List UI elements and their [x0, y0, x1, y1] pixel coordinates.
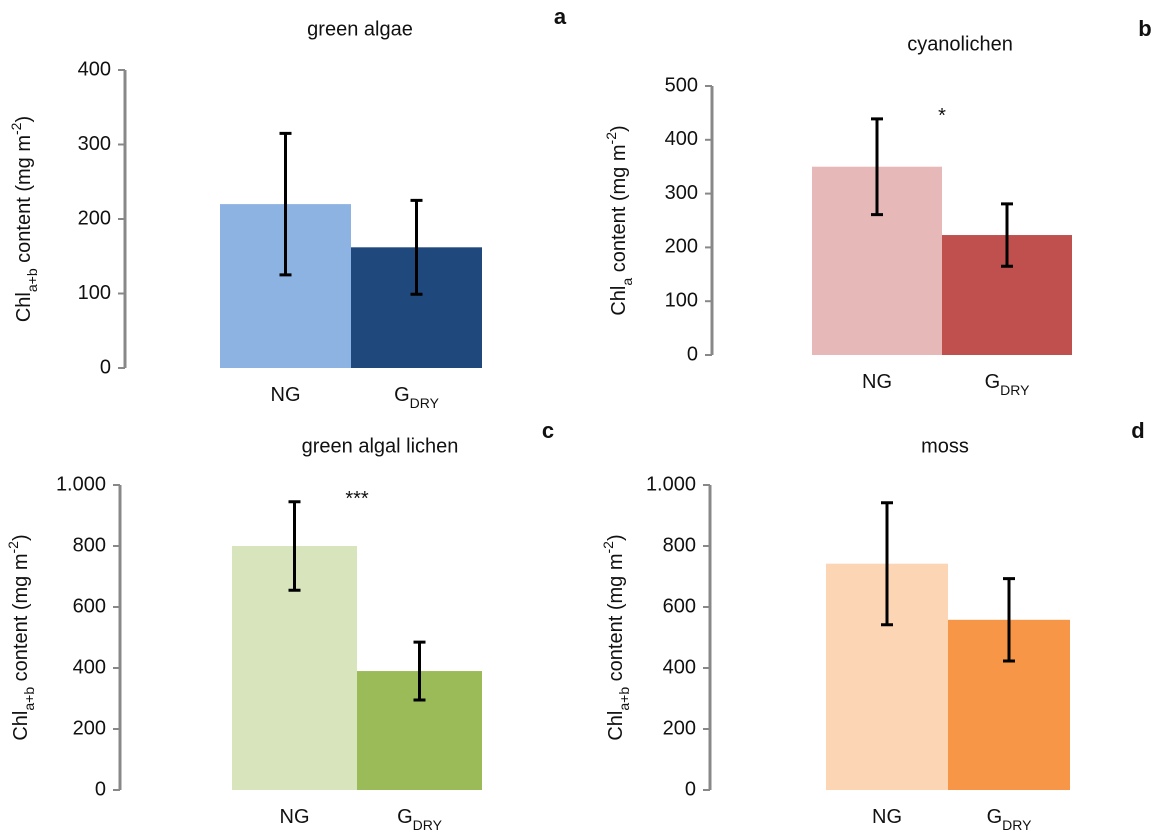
text-part: content (mg m — [608, 144, 630, 277]
panel-label: a — [554, 4, 567, 29]
y-tick-label: 200 — [665, 236, 698, 258]
text-part: G — [985, 371, 1001, 393]
panel-title: green algal lichen — [302, 435, 459, 457]
x-tick-label: NG — [862, 371, 892, 393]
y-tick-label: 200 — [73, 717, 106, 739]
y-tick-label: 400 — [78, 58, 111, 80]
y-tick-label: 0 — [687, 343, 698, 365]
text-part: G — [987, 806, 1003, 828]
panel: cyanolichen b Chla content (mg m-2) 0 100 200… — [603, 16, 1152, 398]
panel-label: b — [1138, 16, 1151, 41]
y-tick-label: 0 — [100, 356, 111, 378]
y-tick-label: 400 — [665, 128, 698, 150]
text-part: a+b — [21, 687, 37, 711]
significance: *** — [345, 488, 369, 510]
panel-title: green algae — [307, 18, 413, 40]
y-tick-label: 1.000 — [56, 473, 106, 495]
text-part: content (mg m — [13, 135, 35, 268]
text-part: DRY — [1000, 382, 1030, 398]
y-tick-label: 200 — [663, 717, 696, 739]
y-tick-label: 300 — [78, 133, 111, 155]
text-part: content (mg m — [605, 553, 627, 686]
error-bar — [288, 500, 301, 592]
panel-title: cyanolichen — [907, 33, 1013, 55]
panel-label: c — [542, 418, 554, 443]
text-part: -2 — [603, 132, 619, 145]
text-part: a — [619, 278, 635, 286]
text-part: NG — [271, 384, 301, 406]
text-part: DRY — [410, 395, 440, 411]
y-tick-label: 500 — [665, 74, 698, 96]
y-tick-label: 0 — [685, 778, 696, 800]
y-tick-label: 200 — [78, 207, 111, 229]
text-part: NG — [862, 371, 892, 393]
y-tick-label: 300 — [665, 182, 698, 204]
text-part: Chl — [605, 711, 627, 741]
y-axis-label: Chla+b content (mg m-2) — [5, 534, 37, 740]
panel-label: d — [1131, 418, 1144, 443]
error-bar — [413, 640, 426, 702]
x-tick-label: GDRY — [987, 806, 1033, 832]
text-part: ) — [13, 116, 35, 123]
error-bar — [881, 501, 893, 627]
panel: green algal lichen c Chla+b content (mg m-… — [5, 418, 554, 833]
y-axis-label: Chla content (mg m-2) — [603, 125, 635, 315]
x-tick-label: NG — [280, 806, 310, 828]
error-bar — [1001, 202, 1013, 268]
panel: moss d Chla+b content (mg m-2) 0 200 400 600 80… — [600, 418, 1145, 833]
panel-title: moss — [921, 435, 969, 457]
text-part: NG — [872, 806, 902, 828]
y-axis-label: Chla+b content (mg m-2) — [600, 534, 632, 740]
y-tick-label: 600 — [73, 595, 106, 617]
y-axis-label: Chla+b content (mg m-2) — [8, 116, 40, 322]
text-part: Chl — [608, 286, 630, 316]
text-part: NG — [280, 806, 310, 828]
text-part: DRY — [1002, 817, 1032, 833]
text-part: Chl — [10, 711, 32, 741]
text-part: content (mg m — [10, 553, 32, 686]
text-part: -2 — [8, 122, 24, 135]
error-bar — [410, 198, 423, 296]
text-part: a+b — [24, 268, 40, 292]
panel: green algae a Chla+b content (mg m-2) 0 100 2… — [8, 4, 567, 411]
text-part: ) — [605, 534, 627, 541]
text-part: ) — [608, 125, 630, 132]
y-tick-label: 100 — [665, 289, 698, 311]
text-part: a+b — [616, 687, 632, 711]
y-tick-label: 600 — [663, 595, 696, 617]
x-tick-label: NG — [271, 384, 301, 406]
y-tick-label: 100 — [78, 282, 111, 304]
x-tick-label: NG — [872, 806, 902, 828]
x-tick-label: GDRY — [397, 806, 443, 832]
text-part: Chl — [13, 292, 35, 322]
error-bar — [1003, 577, 1015, 663]
text-part: G — [394, 384, 410, 406]
y-tick-label: 800 — [73, 534, 106, 556]
y-tick-label: 800 — [663, 534, 696, 556]
error-bar — [279, 131, 292, 277]
text-part: DRY — [413, 817, 443, 833]
y-tick-label: 0 — [95, 778, 106, 800]
text-part: ) — [10, 534, 32, 541]
x-tick-label: GDRY — [394, 384, 440, 410]
text-part: -2 — [600, 541, 616, 554]
x-tick-label: GDRY — [985, 371, 1031, 397]
error-bar — [871, 117, 883, 217]
significance: * — [938, 105, 946, 127]
y-tick-label: 400 — [73, 656, 106, 678]
text-part: G — [397, 806, 413, 828]
y-tick-label: 1.000 — [646, 473, 696, 495]
text-part: -2 — [5, 541, 21, 554]
y-tick-label: 400 — [663, 656, 696, 678]
